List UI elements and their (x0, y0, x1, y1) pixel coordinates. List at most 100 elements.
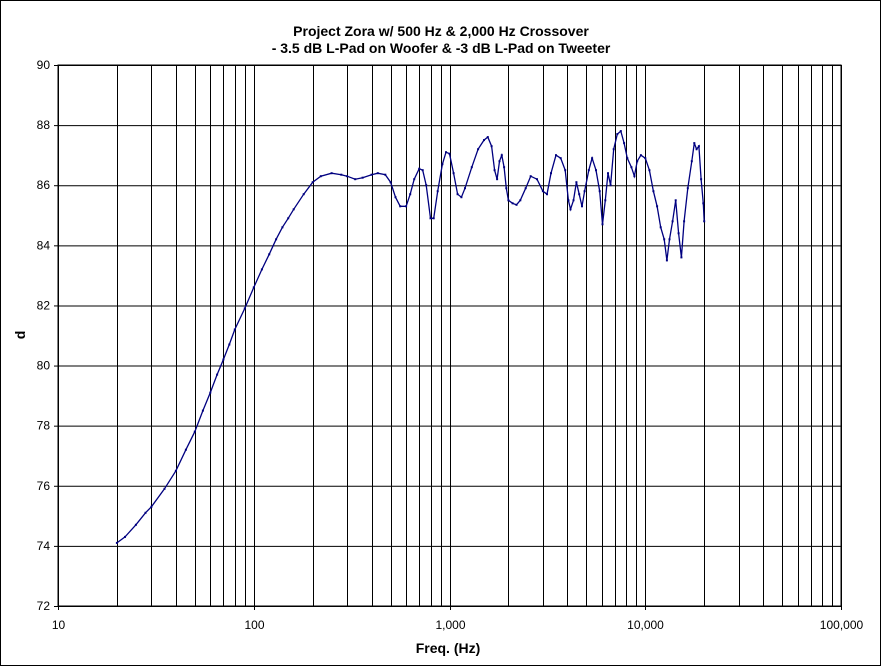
data-point (448, 152, 451, 155)
data-point (583, 190, 586, 193)
data-point (630, 166, 633, 169)
data-point (633, 175, 636, 178)
data-point (429, 217, 432, 220)
data-point (503, 166, 506, 169)
data-point (674, 199, 677, 202)
data-point (193, 430, 196, 433)
data-point (346, 175, 349, 178)
data-point (384, 173, 387, 176)
data-point (115, 541, 118, 544)
data-point (648, 169, 651, 172)
data-point (546, 193, 548, 196)
data-point (619, 130, 622, 133)
data-point (330, 172, 333, 175)
data-point (536, 178, 538, 181)
y-tick-label: 72 (37, 599, 51, 613)
data-point (252, 286, 255, 289)
data-point (575, 181, 578, 184)
data-point (567, 199, 570, 202)
data-point (496, 178, 499, 181)
plot-area-frame (57, 64, 842, 607)
data-point (541, 190, 544, 193)
data-point (292, 208, 295, 211)
y-tick-label: 86 (37, 178, 51, 192)
data-point (595, 169, 597, 172)
data-point (394, 196, 397, 199)
x-tick-label: 100,000 (820, 618, 864, 632)
data-point (361, 176, 364, 179)
data-point (209, 391, 212, 394)
data-point (340, 173, 343, 176)
y-tick-label: 82 (37, 298, 51, 312)
data-point (677, 232, 680, 235)
data-point (598, 190, 601, 193)
data-point (529, 175, 532, 178)
data-point (693, 142, 696, 145)
data-point (389, 181, 392, 184)
data-point (150, 505, 153, 508)
data-point (515, 203, 518, 206)
data-point (409, 193, 412, 196)
data-point (505, 187, 508, 190)
series-line (116, 129, 705, 544)
data-point (498, 160, 501, 163)
x-tick-label: 10 (52, 618, 66, 632)
data-point (464, 187, 466, 190)
x-tick-label: 10,000 (627, 618, 664, 632)
data-point (243, 307, 246, 310)
data-point (656, 205, 659, 208)
data-point (174, 469, 177, 472)
data-point (418, 167, 421, 170)
data-point (493, 169, 496, 172)
data-point (233, 328, 236, 331)
data-point (490, 145, 493, 148)
data-point (524, 187, 527, 190)
data-point (445, 151, 447, 154)
data-point (564, 169, 567, 172)
data-point (124, 535, 126, 538)
data-point (319, 175, 322, 178)
data-point (683, 220, 686, 223)
y-tick-label: 80 (37, 359, 51, 373)
data-point (572, 199, 575, 202)
data-point (436, 190, 439, 193)
data-point (201, 409, 204, 412)
data-point (275, 238, 278, 241)
data-point (663, 238, 666, 241)
data-point (616, 133, 619, 136)
data-point (477, 148, 480, 151)
data-point (702, 202, 705, 205)
data-point (441, 163, 444, 166)
data-point (519, 199, 522, 202)
data-point (609, 184, 612, 187)
x-axis-label: Freq. (Hz) (416, 640, 481, 656)
data-point (302, 193, 305, 196)
data-point (581, 205, 583, 208)
data-point (636, 160, 639, 163)
data-point (222, 358, 225, 361)
x-tick-label: 100 (244, 618, 264, 632)
chart-title: Project Zora w/ 500 Hz & 2,000 Hz Crosso… (293, 23, 589, 39)
x-axis-ticks: 10 100 1,000 10,000 100,000 (52, 606, 864, 632)
data-point (623, 142, 626, 145)
data-point (550, 172, 552, 175)
data-point (144, 511, 147, 514)
grid-lines (58, 65, 842, 607)
data-point (421, 169, 424, 172)
data-point (452, 172, 455, 175)
data-point (460, 196, 463, 199)
y-tick-label: 74 (37, 539, 51, 553)
data-point (260, 268, 263, 271)
data-point (555, 154, 557, 157)
data-point (591, 157, 594, 160)
series-markers (115, 130, 706, 544)
chart-subtitle: - 3.5 dB L-Pad on Woofer & -3 dB L-Pad o… (272, 40, 611, 56)
data-point (671, 220, 674, 223)
data-point (686, 187, 689, 190)
data-point (639, 154, 642, 157)
data-point (626, 157, 629, 160)
data-point (700, 178, 703, 181)
data-point (644, 157, 647, 160)
